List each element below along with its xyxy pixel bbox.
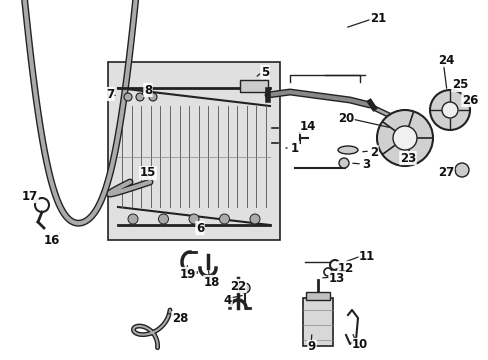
- Bar: [240, 80, 267, 92]
- Text: 16: 16: [44, 234, 60, 247]
- Text: 22: 22: [229, 279, 245, 292]
- Text: 18: 18: [203, 275, 220, 288]
- Bar: [108, 62, 280, 240]
- Text: 6: 6: [196, 221, 203, 234]
- Circle shape: [249, 214, 260, 224]
- Circle shape: [429, 90, 469, 130]
- Text: 23: 23: [399, 152, 415, 165]
- Bar: [305, 292, 329, 300]
- Text: 24: 24: [437, 54, 453, 67]
- Text: 21: 21: [369, 12, 386, 24]
- Circle shape: [149, 93, 157, 101]
- Text: 7: 7: [106, 87, 114, 100]
- Circle shape: [392, 126, 416, 150]
- Text: 8: 8: [143, 84, 152, 96]
- Circle shape: [124, 93, 132, 101]
- Text: 11: 11: [358, 249, 374, 262]
- Circle shape: [219, 214, 229, 224]
- Text: 2: 2: [369, 145, 377, 158]
- Text: 14: 14: [299, 121, 316, 134]
- Ellipse shape: [337, 146, 357, 154]
- Circle shape: [240, 283, 249, 293]
- Text: 12: 12: [337, 261, 353, 274]
- Text: 17: 17: [22, 189, 38, 202]
- Text: 25: 25: [451, 78, 467, 91]
- Circle shape: [128, 214, 138, 224]
- Circle shape: [158, 214, 168, 224]
- Text: 4: 4: [224, 293, 232, 306]
- Bar: [303, 298, 332, 346]
- Text: 19: 19: [180, 267, 196, 280]
- Text: 13: 13: [328, 271, 345, 284]
- Text: 10: 10: [351, 338, 367, 351]
- Text: 15: 15: [140, 166, 156, 180]
- Text: 26: 26: [461, 94, 477, 107]
- Circle shape: [136, 93, 143, 101]
- Text: 1: 1: [290, 141, 299, 154]
- Text: 27: 27: [437, 166, 453, 179]
- Circle shape: [338, 158, 348, 168]
- Text: 3: 3: [361, 158, 369, 171]
- Text: 9: 9: [307, 341, 315, 354]
- Circle shape: [454, 163, 468, 177]
- Circle shape: [441, 102, 457, 118]
- Text: 20: 20: [337, 112, 353, 125]
- Circle shape: [376, 110, 432, 166]
- Text: 28: 28: [171, 311, 188, 324]
- Text: 5: 5: [260, 66, 268, 78]
- Circle shape: [189, 214, 199, 224]
